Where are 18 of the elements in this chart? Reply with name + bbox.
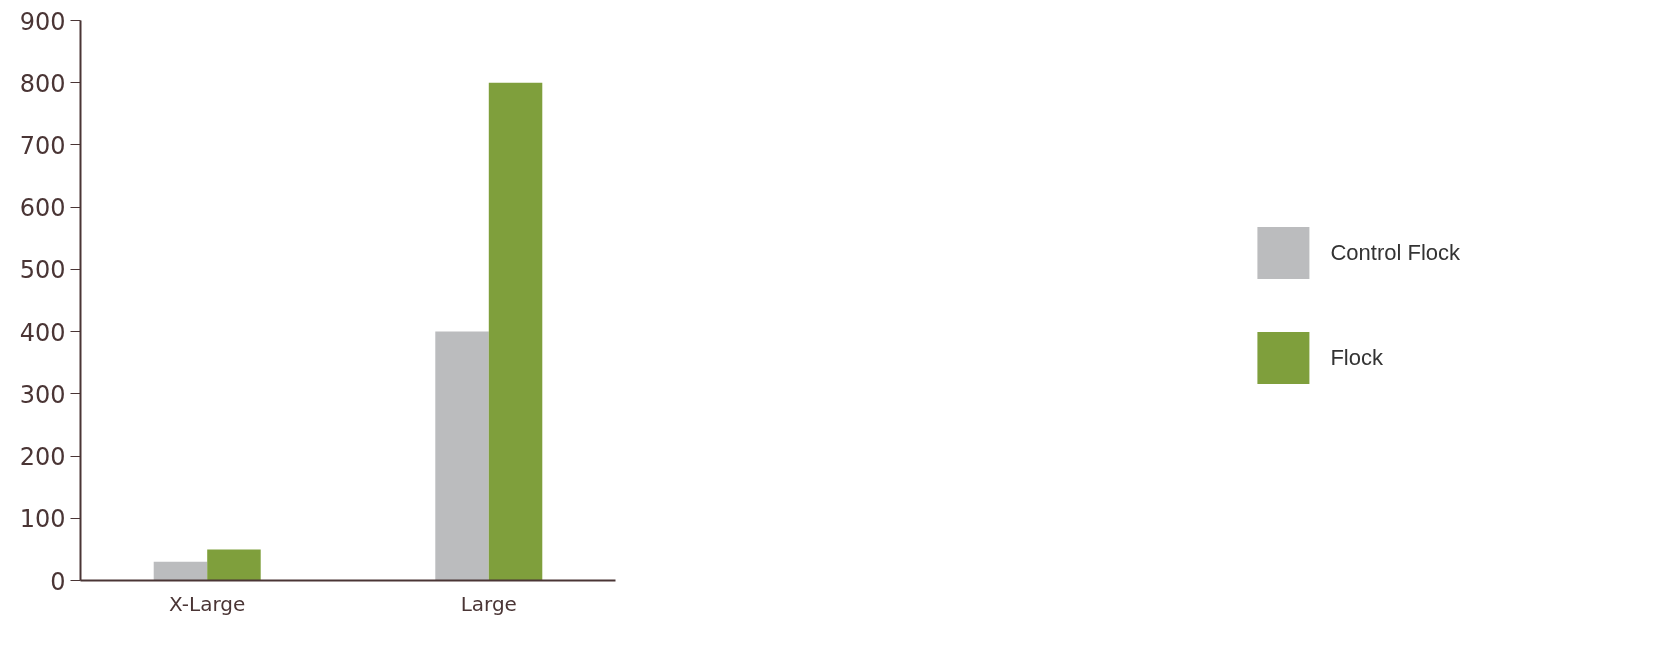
y-tick-label: 200	[19, 443, 66, 472]
y-tick-label: 900	[19, 7, 66, 36]
x-tick-label: Large	[460, 591, 517, 616]
legend-label: Control Flock	[1330, 239, 1460, 266]
y-tick-label: 300	[19, 380, 66, 409]
y-tick-label: 600	[19, 194, 66, 223]
y-tick-label: 100	[19, 505, 66, 534]
x-tick-label: X-Large	[169, 591, 246, 616]
y-tick-label: 500	[19, 256, 66, 285]
legend-label: Flock	[1330, 344, 1383, 371]
bar	[153, 561, 208, 581]
y-tick-label: 700	[19, 131, 66, 160]
bar	[435, 331, 489, 581]
bar	[207, 549, 261, 581]
y-tick-label: 0	[50, 567, 66, 596]
y-tick-label: 800	[19, 69, 66, 98]
bar	[488, 82, 543, 581]
y-tick-label: 400	[19, 318, 66, 347]
